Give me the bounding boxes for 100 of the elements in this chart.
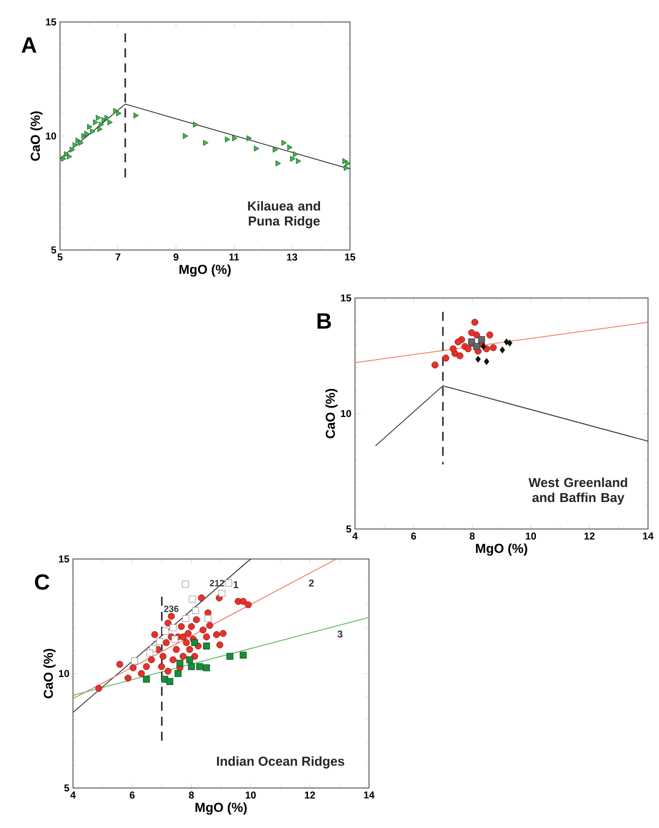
point (204, 609, 212, 616)
point (184, 630, 192, 637)
point (500, 346, 506, 354)
point (162, 628, 169, 635)
x-tick-label: 13 (287, 254, 298, 261)
point (276, 160, 281, 166)
text: C (34, 574, 50, 590)
point (78, 140, 84, 146)
point (296, 158, 302, 164)
y-tick-label: 10 (340, 410, 352, 418)
y-tick-label: 15 (58, 556, 70, 562)
point (171, 636, 178, 643)
point (290, 156, 296, 162)
point (199, 626, 206, 634)
point (246, 135, 252, 142)
y-tick-label: 10 (46, 132, 56, 140)
point (468, 329, 476, 336)
point (471, 318, 478, 326)
x-tick-label: 12 (584, 532, 595, 540)
point (98, 122, 104, 128)
point (116, 660, 124, 668)
point (490, 344, 497, 352)
point (232, 135, 238, 142)
point (130, 664, 137, 672)
point (170, 624, 176, 632)
point (272, 146, 278, 153)
point (104, 114, 110, 121)
x-axis-title: MgO (%) (476, 543, 528, 556)
point (218, 590, 226, 597)
point (164, 668, 172, 675)
point (142, 663, 150, 670)
point (95, 684, 102, 692)
series-label: 3 (337, 630, 342, 638)
y-axis-title: CaO (%) (30, 111, 43, 161)
point (293, 151, 298, 158)
point (287, 144, 293, 150)
point (240, 598, 247, 605)
point (160, 652, 166, 660)
point (345, 160, 351, 166)
point (244, 601, 252, 608)
text: B (318, 313, 331, 329)
point (454, 338, 462, 346)
point (478, 336, 486, 344)
point (172, 646, 180, 653)
point (475, 356, 481, 363)
point (226, 652, 234, 660)
point (456, 352, 464, 360)
point (107, 119, 113, 126)
point (131, 657, 138, 664)
point (203, 642, 210, 650)
x-axis-title: MgO (%) (196, 802, 247, 815)
point (116, 110, 122, 116)
point (164, 620, 172, 627)
point (72, 142, 78, 148)
point (450, 345, 457, 352)
point (186, 646, 194, 653)
point (166, 678, 174, 685)
point (97, 126, 103, 132)
annotation: Kilauea and Puna Ridge (248, 201, 320, 228)
point (61, 156, 66, 162)
x-tick-label: 6 (411, 532, 416, 540)
point (87, 124, 92, 130)
x-tick-label: 6 (130, 792, 135, 799)
point (156, 638, 164, 645)
point (168, 612, 175, 620)
point (174, 670, 182, 677)
point (254, 146, 260, 152)
point (90, 128, 96, 134)
point (191, 639, 198, 646)
annotation: Indian Ocean Ridges (217, 756, 344, 768)
point (480, 343, 486, 350)
point (66, 154, 72, 160)
point (124, 674, 132, 682)
x-tick-label: 8 (188, 792, 194, 799)
point (193, 122, 198, 128)
point (442, 354, 450, 362)
point (188, 623, 195, 630)
x-tick-label: 10 (246, 792, 256, 799)
point (206, 622, 214, 629)
point (142, 676, 150, 683)
point (473, 343, 480, 350)
point (203, 140, 208, 146)
point (220, 630, 227, 637)
x-axis-title: MgO (%) (180, 264, 231, 277)
point (170, 656, 176, 664)
point (464, 345, 472, 352)
point (138, 670, 145, 677)
x-tick-label: 4 (70, 792, 76, 798)
x-tick-label: 7 (116, 254, 120, 260)
point (224, 136, 230, 142)
point (191, 652, 198, 660)
point (198, 594, 205, 602)
x-tick-label: 9 (174, 254, 178, 261)
point (182, 132, 188, 140)
point (344, 164, 350, 171)
point (188, 663, 195, 670)
point (182, 580, 189, 588)
series-label: 2 (308, 580, 314, 587)
point (182, 615, 190, 622)
point (213, 631, 220, 638)
